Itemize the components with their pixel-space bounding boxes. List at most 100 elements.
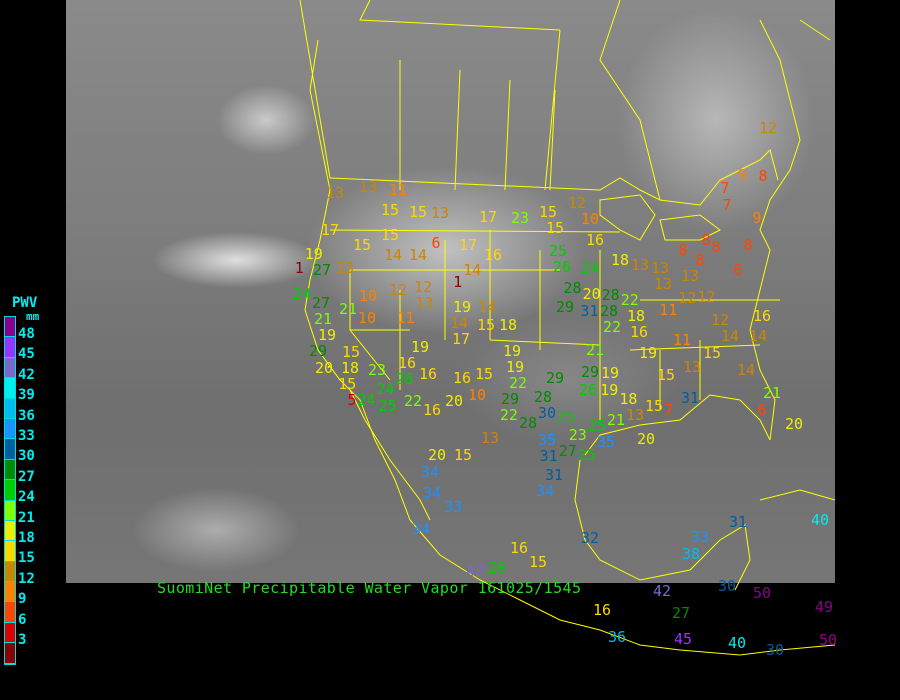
station-pwv-value: 14: [748, 326, 768, 345]
station-pwv-value: 15: [656, 365, 676, 384]
legend-swatch: [5, 418, 15, 440]
station-pwv-value: 15: [702, 343, 722, 362]
station-pwv-value: 8: [678, 240, 688, 259]
station-pwv-value: 14: [383, 245, 403, 264]
station-pwv-value: 10: [467, 385, 487, 404]
station-pwv-value: 27: [312, 294, 331, 312]
legend-label: 12: [18, 570, 35, 587]
station-pwv-value: 25: [557, 407, 576, 426]
station-pwv-value: 34: [535, 481, 555, 500]
station-pwv-value: 35: [596, 432, 615, 451]
legend-label: 48: [18, 326, 35, 342]
legend-label: 18: [18, 530, 35, 546]
station-pwv-value: 49: [814, 597, 834, 616]
legend-swatch: [5, 357, 15, 379]
station-pwv-value: 25: [577, 445, 596, 464]
station-pwv-value: 15: [474, 364, 494, 383]
station-pwv-value: 25: [378, 396, 397, 415]
station-pwv-value: 14: [477, 297, 497, 316]
station-pwv-value: 27: [558, 441, 577, 460]
atlantic-coast: [749, 19, 801, 441]
station-pwv-value: 20: [314, 358, 334, 377]
legend-swatch: [5, 541, 15, 562]
station-pwv-value: 11: [396, 308, 415, 327]
legend-swatch: [5, 398, 15, 419]
station-pwv-value: 34: [411, 519, 431, 538]
station-pwv-value: 27: [671, 603, 691, 622]
station-pwv-value: 31: [580, 301, 599, 320]
station-pwv-value: 13: [650, 259, 670, 277]
station-pwv-value: 24: [376, 379, 395, 398]
station-pwv-value: 7: [664, 400, 674, 419]
station-pwv-value: 20: [427, 445, 447, 464]
station-pwv-value: 29: [308, 342, 328, 360]
station-pwv-value: 13: [625, 405, 645, 424]
station-pwv-value: 25: [548, 242, 568, 260]
station-pwv-value: 16: [592, 600, 612, 619]
great-lakes: [599, 194, 721, 241]
station-pwv-value: 9: [737, 165, 747, 184]
station-pwv-value: 7: [720, 178, 730, 197]
station-pwv-value: 13: [680, 267, 700, 285]
station-pwv-value: 23: [568, 425, 587, 444]
station-pwv-value: 14: [463, 260, 482, 279]
us-canada-border: [329, 149, 779, 206]
station-pwv-value: 16: [629, 323, 649, 342]
legend-unit: mm: [26, 310, 40, 323]
station-pwv-value: 14: [408, 245, 428, 264]
station-pwv-value: 8: [743, 235, 753, 254]
station-pwv-value: 40: [810, 510, 830, 529]
station-pwv-value: 21: [585, 340, 605, 359]
station-pwv-value: 20: [784, 414, 804, 433]
station-pwv-value: 26: [552, 258, 572, 276]
station-pwv-value: 32: [580, 528, 600, 547]
station-pwv-value: 11: [672, 330, 692, 349]
station-pwv-value: 38: [681, 544, 701, 563]
legend-label: 27: [18, 468, 35, 485]
station-pwv-value: 12: [388, 280, 408, 299]
station-pwv-value: 16: [752, 306, 772, 325]
station-pwv-value: 11: [388, 180, 408, 199]
station-pwv-value: 19: [600, 380, 619, 399]
legend-label: 30: [18, 448, 35, 465]
station-pwv-value: 42: [465, 562, 485, 580]
legend-swatch: [5, 602, 15, 623]
station-pwv-value: 10: [580, 210, 600, 228]
station-pwv-value: 26: [578, 380, 598, 399]
legend-label: 36: [18, 407, 35, 424]
station-pwv-value: 34: [422, 483, 442, 502]
station-pwv-value: 16: [452, 368, 472, 387]
station-pwv-value: 26: [487, 558, 507, 577]
station-pwv-value: 15: [538, 202, 558, 221]
station-pwv-value: 31: [680, 388, 700, 407]
legend-swatch: [5, 378, 15, 399]
station-pwv-value: 50: [752, 583, 772, 602]
station-pwv-value: 36: [607, 627, 627, 646]
legend-swatch: [5, 439, 15, 460]
station-pwv-value: 6: [733, 260, 743, 279]
station-pwv-value: 12: [710, 310, 730, 329]
station-pwv-value: 6: [757, 400, 767, 419]
station-pwv-value: 33: [690, 527, 710, 546]
station-pwv-value: 19: [638, 343, 658, 362]
station-pwv-value: 30: [765, 640, 785, 659]
baja-coast: [349, 389, 431, 521]
station-pwv-value: 21: [338, 299, 357, 318]
station-pwv-value: 22: [508, 373, 528, 392]
station-pwv-value: 28: [533, 388, 553, 406]
station-pwv-value: 20: [582, 285, 601, 304]
legend-label: 39: [18, 387, 35, 404]
station-pwv-value: 22: [499, 405, 518, 424]
station-pwv-value: 18: [626, 307, 646, 326]
legend-label: 21: [18, 509, 35, 526]
station-pwv-value: 31: [539, 446, 558, 465]
station-pwv-value: 29: [555, 297, 575, 316]
station-pwv-value: 13: [415, 293, 434, 312]
station-pwv-value: 22: [403, 391, 422, 410]
station-pwv-value: 11: [659, 300, 678, 319]
station-pwv-value: 12: [567, 194, 587, 212]
station-pwv-value: 29: [500, 389, 520, 408]
station-pwv-value: 8: [695, 251, 705, 269]
station-pwv-value: 14: [720, 326, 740, 345]
